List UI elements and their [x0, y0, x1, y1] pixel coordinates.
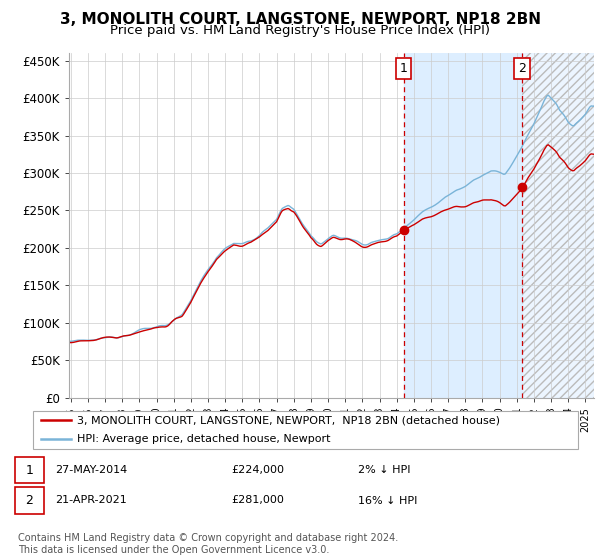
Text: HPI: Average price, detached house, Newport: HPI: Average price, detached house, Newp…	[77, 435, 331, 445]
FancyBboxPatch shape	[15, 457, 44, 483]
FancyBboxPatch shape	[33, 411, 578, 449]
Text: Contains HM Land Registry data © Crown copyright and database right 2024.
This d: Contains HM Land Registry data © Crown c…	[18, 533, 398, 555]
Text: Price paid vs. HM Land Registry's House Price Index (HPI): Price paid vs. HM Land Registry's House …	[110, 24, 490, 36]
Bar	[404, 53, 522, 398]
Text: 3, MONOLITH COURT, LANGSTONE, NEWPORT, NP18 2BN: 3, MONOLITH COURT, LANGSTONE, NEWPORT, N…	[59, 12, 541, 27]
Text: £281,000: £281,000	[231, 496, 284, 506]
Text: 2% ↓ HPI: 2% ↓ HPI	[358, 465, 410, 475]
Bar	[522, 53, 594, 398]
Text: 16% ↓ HPI: 16% ↓ HPI	[358, 496, 417, 506]
Text: 3, MONOLITH COURT, LANGSTONE, NEWPORT,  NP18 2BN (detached house): 3, MONOLITH COURT, LANGSTONE, NEWPORT, N…	[77, 415, 500, 425]
Text: 27-MAY-2014: 27-MAY-2014	[55, 465, 127, 475]
Text: 1: 1	[25, 464, 33, 477]
Bar	[522, 53, 594, 398]
Text: 2: 2	[25, 494, 33, 507]
FancyBboxPatch shape	[15, 487, 44, 514]
Text: 1: 1	[400, 62, 407, 75]
Text: £224,000: £224,000	[231, 465, 284, 475]
Text: 21-APR-2021: 21-APR-2021	[55, 496, 127, 506]
Text: 2: 2	[518, 62, 526, 75]
